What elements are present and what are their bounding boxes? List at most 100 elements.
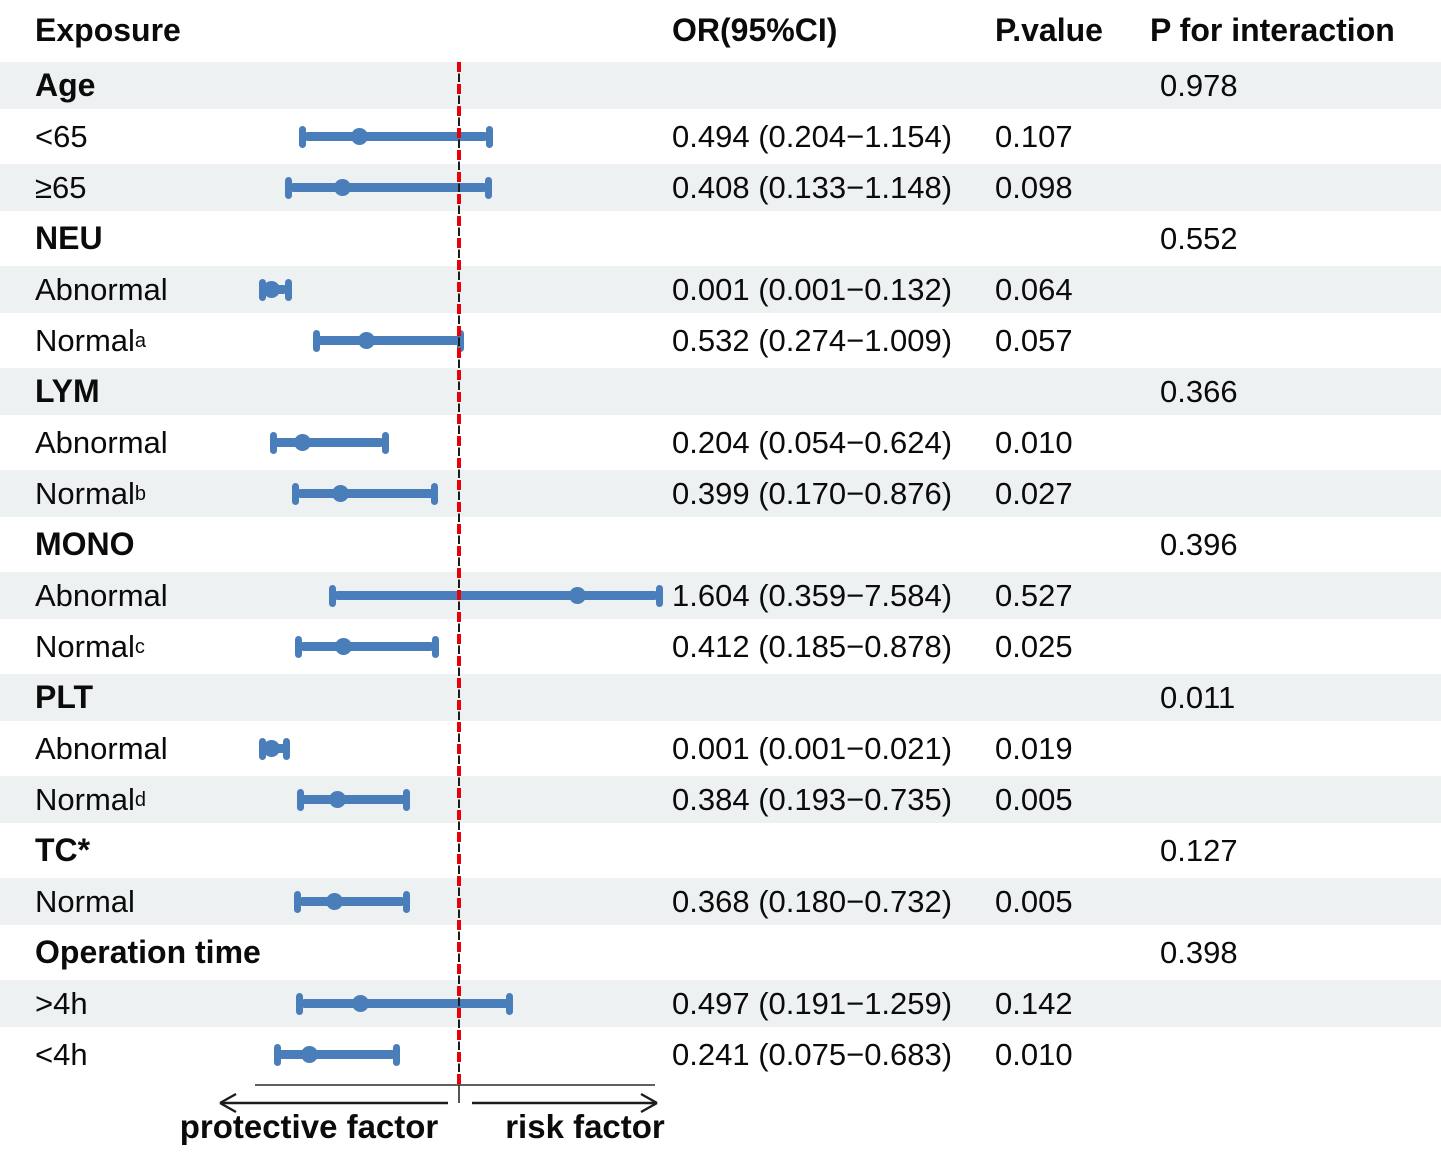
ci-line	[316, 336, 461, 345]
row-lym: LYM 0.366	[0, 366, 1441, 417]
row-label: NEU	[35, 220, 103, 256]
point-estimate	[263, 281, 281, 298]
p-interaction-value: 0.396	[1160, 526, 1238, 562]
or-ci-value: 0.399 (0.170−0.876)	[672, 475, 953, 511]
ci-line	[300, 795, 407, 804]
or-ci-value: 0.497 (0.191−1.259)	[672, 985, 953, 1021]
ci-cap-lower	[312, 329, 320, 352]
p-value: 0.025	[995, 628, 1073, 664]
ci-cap-upper	[431, 482, 439, 505]
row-label: Normal c	[35, 628, 145, 664]
row-stripe	[0, 164, 1441, 211]
point-estimate	[334, 638, 352, 655]
row-label: MONO	[35, 526, 135, 562]
row-normal: Normal 0.368 (0.180−0.732) 0.005	[0, 876, 1441, 927]
row-plt: PLT 0.011	[0, 672, 1441, 723]
ci-cap-upper	[381, 431, 389, 454]
row-stripe	[0, 368, 1441, 415]
or-ci-value: 0.384 (0.193−0.735)	[672, 781, 953, 817]
row-label: ≥65	[35, 169, 87, 205]
row-stripe	[0, 878, 1441, 925]
ci-cap-lower	[329, 584, 337, 607]
ci-line	[277, 1050, 397, 1059]
p-interaction-value: 0.552	[1160, 220, 1238, 256]
ci-cap-upper	[284, 278, 292, 301]
ci-line	[298, 642, 435, 651]
row-abnormal: Abnormal 0.204 (0.054−0.624) 0.010	[0, 417, 1441, 468]
row-label: Abnormal	[35, 424, 168, 460]
row-neu: NEU 0.552	[0, 213, 1441, 264]
p-value: 0.010	[995, 1036, 1073, 1072]
ci-line	[273, 438, 386, 447]
point-estimate	[351, 995, 369, 1012]
row-age: Age 0.978	[0, 60, 1441, 111]
p-interaction-value: 0.366	[1160, 373, 1238, 409]
ci-cap-upper	[655, 584, 663, 607]
or-ci-value: 0.001 (0.001−0.132)	[672, 271, 953, 307]
ci-cap-upper	[485, 125, 493, 148]
row-label: >4h	[35, 985, 88, 1021]
ci-cap-lower	[296, 788, 304, 811]
protective-arrow	[219, 1092, 448, 1114]
p-value: 0.098	[995, 169, 1073, 205]
or-ci-value: 1.604 (0.359−7.584)	[672, 577, 953, 613]
ci-cap-upper	[506, 992, 514, 1015]
row-abnormal: Abnormal 0.001 (0.001−0.132) 0.064	[0, 264, 1441, 315]
point-estimate	[569, 587, 587, 604]
point-estimate	[294, 434, 311, 451]
row-mono: MONO 0.396	[0, 519, 1441, 570]
row-label: Normal a	[35, 322, 147, 358]
p-value: 0.005	[995, 781, 1073, 817]
ci-cap-lower	[285, 176, 293, 199]
point-estimate	[334, 179, 352, 196]
row-label: Normal b	[35, 475, 147, 511]
reference-line-red-dashes	[456, 62, 461, 1085]
row-stripe	[0, 674, 1441, 721]
row-stripe	[0, 776, 1441, 823]
or-ci-value: 0.408 (0.133−1.148)	[672, 169, 953, 205]
p-value: 0.019	[995, 730, 1073, 766]
row-operation-time: Operation time 0.398	[0, 927, 1441, 978]
point-estimate	[263, 740, 281, 757]
row-label: Operation time	[35, 934, 261, 970]
ci-cap-upper	[403, 788, 411, 811]
p-value: 0.057	[995, 322, 1073, 358]
row-tc-: TC* 0.127	[0, 825, 1441, 876]
header-or-ci: OR(95%CI)	[672, 11, 838, 48]
row-label: Abnormal	[35, 271, 168, 307]
protective-factor-label: protective factor	[179, 1108, 439, 1145]
row-abnormal: Abnormal 0.001 (0.001−0.021) 0.019	[0, 723, 1441, 774]
ci-cap-lower	[269, 431, 277, 454]
row-label: Age	[35, 67, 96, 103]
ci-cap-lower	[259, 737, 267, 760]
row--4h: >4h 0.497 (0.191−1.259) 0.142	[0, 978, 1441, 1029]
ci-cap-lower	[294, 890, 302, 913]
header-p-value: P.value	[995, 11, 1103, 48]
ci-cap-upper	[283, 737, 291, 760]
point-estimate	[351, 128, 369, 145]
row-label: <65	[35, 118, 88, 154]
or-ci-value: 0.532 (0.274−1.009)	[672, 322, 953, 358]
row-label: Normal	[35, 883, 135, 919]
row-label: Abnormal	[35, 730, 168, 766]
p-value: 0.107	[995, 118, 1073, 154]
row-normal: Normal d 0.384 (0.193−0.735) 0.005	[0, 774, 1441, 825]
risk-factor-label: risk factor	[505, 1108, 665, 1145]
ci-line	[295, 489, 435, 498]
p-value: 0.064	[995, 271, 1073, 307]
row-abnormal: Abnormal 1.604 (0.359−7.584) 0.527	[0, 570, 1441, 621]
row-label: Normal d	[35, 781, 147, 817]
ci-cap-lower	[259, 278, 267, 301]
row-stripe	[0, 572, 1441, 619]
row-stripe	[0, 980, 1441, 1027]
or-ci-value: 0.241 (0.075−0.683)	[672, 1036, 953, 1072]
or-ci-value: 0.001 (0.001−0.021)	[672, 730, 953, 766]
risk-arrow	[472, 1092, 658, 1114]
row-stripe	[0, 62, 1441, 109]
row-label: <4h	[35, 1036, 88, 1072]
row--65: <65 0.494 (0.204−1.154) 0.107	[0, 111, 1441, 162]
reference-line	[456, 62, 461, 1085]
p-interaction-value: 0.978	[1160, 67, 1238, 103]
